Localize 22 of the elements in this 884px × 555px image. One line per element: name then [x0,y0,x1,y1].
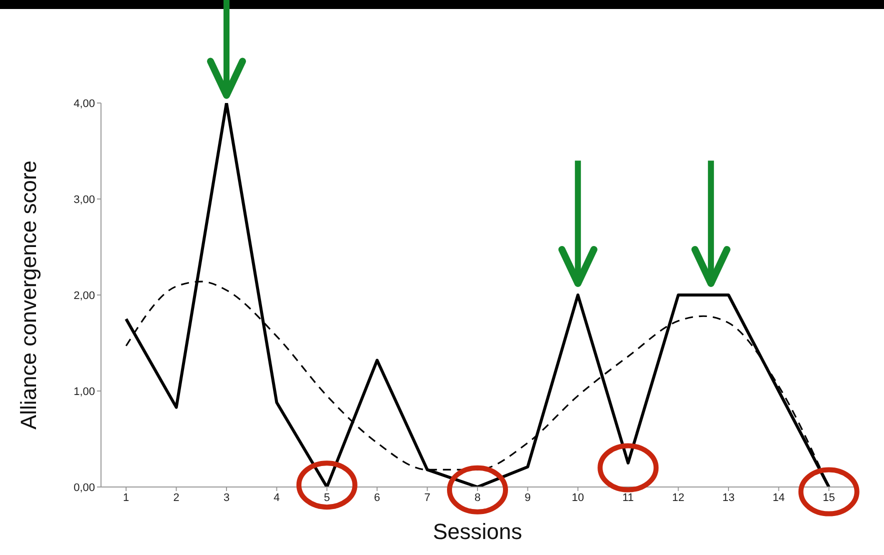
x-tick-label: 13 [722,492,735,504]
x-tick-label: 9 [524,492,531,504]
x-tick-label: 7 [424,492,430,504]
x-tick-label: 14 [772,492,785,504]
x-tick-label: 12 [672,492,684,504]
x-tick-label: 11 [622,492,634,504]
x-tick-label: 5 [324,492,330,504]
y-tick-label: 1,00 [74,386,95,398]
x-tick-label: 1 [123,492,130,504]
x-tick-label: 6 [374,492,380,504]
x-tick-label: 15 [822,492,836,504]
x-tick-label: 10 [572,492,584,504]
x-axis-title: Sessions [432,519,522,544]
y-tick-label: 2,00 [74,290,95,302]
x-tick-label: 3 [223,492,230,504]
y-axis-title: Alliance convergence score [16,160,41,430]
x-tick-label: 8 [474,492,481,504]
x-tick-label: 2 [173,492,180,504]
y-tick-label: 4,00 [74,98,95,110]
y-tick-label: 3,00 [74,194,95,206]
y-tick-label: 0,00 [74,482,95,494]
x-tick-label: 4 [274,492,280,504]
